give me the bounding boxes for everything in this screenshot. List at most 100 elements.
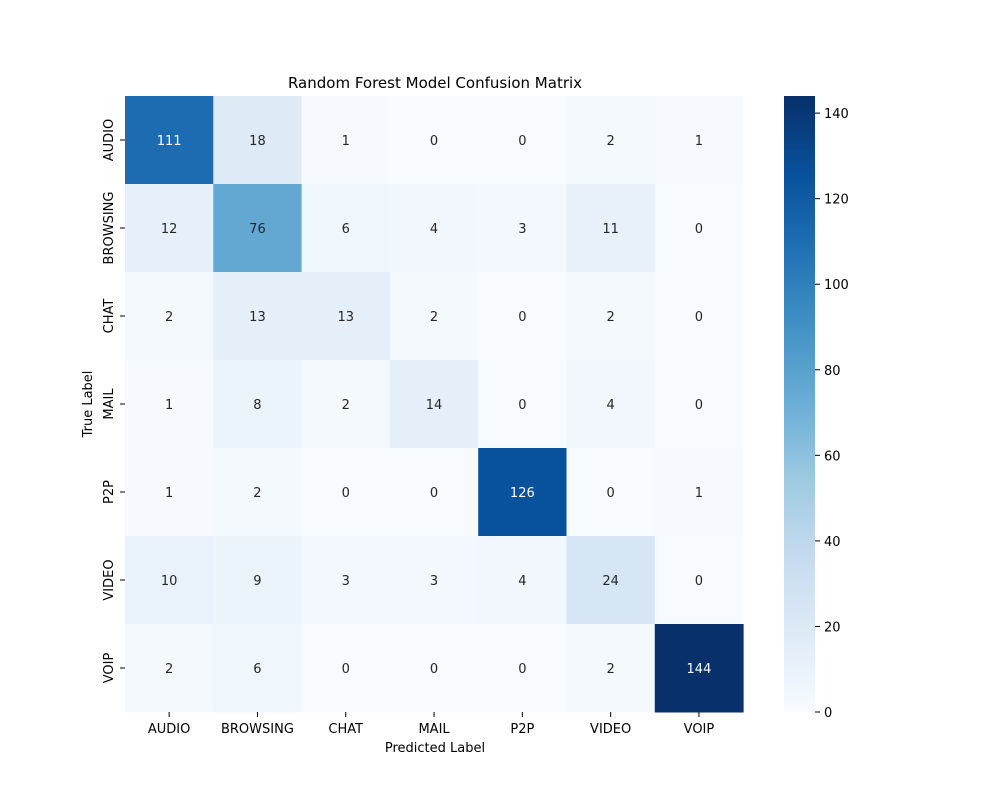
heatmap-cell: [301, 448, 391, 537]
cell-value-label: 2: [607, 310, 615, 325]
heatmap-cell: [389, 184, 479, 273]
cell-value-label: 13: [249, 310, 266, 325]
heatmap-cell: [478, 536, 567, 625]
cell-value-label: 0: [430, 486, 438, 501]
cell-value-label: 144: [687, 662, 712, 677]
cell-value-label: 2: [165, 310, 173, 325]
cell-value-label: 0: [695, 310, 703, 325]
cell-value-label: 0: [695, 574, 703, 589]
cell-value-label: 0: [607, 486, 615, 501]
heatmap-cell: [125, 184, 214, 273]
heatmap-cell: [213, 96, 303, 185]
cell-value-label: 2: [607, 134, 615, 149]
colorbar-tick-label: 100: [824, 278, 849, 293]
cell-value-label: 11: [602, 222, 619, 237]
y-axis: AUDIO BROWSING CHAT MAIL P2P VIDEO VOIP: [102, 119, 125, 684]
cell-value-label: 1: [165, 486, 173, 501]
heatmap-cell: [301, 184, 391, 273]
heatmap-cell: [566, 184, 656, 273]
heatmap-cell: [301, 624, 391, 713]
heatmap-cell: [389, 624, 479, 713]
cell-value-label: 0: [518, 662, 526, 677]
heatmap-cell: [566, 360, 656, 449]
cell-value-label: 12: [161, 222, 178, 237]
cell-value-label: 6: [253, 662, 261, 677]
y-tick-label: MAIL: [102, 388, 117, 420]
heatmap-cell: [478, 184, 567, 273]
colorbar-tick-label: 80: [824, 364, 841, 379]
cell-value-label: 0: [342, 662, 350, 677]
y-tick-label: VIDEO: [102, 559, 117, 600]
x-tick-label: VOIP: [684, 722, 715, 737]
heatmap-cell: [654, 96, 744, 185]
heatmap-cell: [566, 536, 656, 625]
heatmap-cells: [125, 96, 744, 713]
heatmap-cell: [389, 536, 479, 625]
heatmap-cell: [654, 272, 744, 361]
heatmap-cell: [389, 360, 479, 449]
colorbar-tick-label: 60: [824, 449, 841, 464]
cell-value-label: 3: [518, 222, 526, 237]
heatmap-cell: [213, 624, 303, 713]
chart-title: Random Forest Model Confusion Matrix: [288, 74, 582, 92]
cell-value-label: 1: [695, 134, 703, 149]
cell-value-label: 3: [342, 574, 350, 589]
heatmap-cell: [213, 272, 303, 361]
cell-value-label: 76: [249, 222, 266, 237]
colorbar-gradient: [784, 96, 815, 712]
cell-value-label: 3: [430, 574, 438, 589]
cell-value-label: 0: [518, 398, 526, 413]
heatmap-cell: [125, 536, 214, 625]
cell-value-label: 0: [695, 398, 703, 413]
cell-value-label: 126: [510, 486, 535, 501]
cell-value-label: 9: [253, 574, 261, 589]
x-axis-label: Predicted Label: [385, 741, 485, 756]
heatmap-cell: [125, 448, 214, 537]
cell-value-label: 0: [518, 310, 526, 325]
heatmap-cell: [213, 184, 303, 273]
x-axis: AUDIO BROWSING CHAT MAIL P2P VIDEO VOIP: [148, 712, 714, 737]
cell-value-label: 4: [430, 222, 438, 237]
heatmap-cell: [389, 272, 479, 361]
cell-value-label: 2: [165, 662, 173, 677]
cell-value-label: 0: [430, 134, 438, 149]
heatmap-cell: [566, 272, 656, 361]
cell-value-label: 1: [342, 134, 350, 149]
cell-value-label: 1: [695, 486, 703, 501]
heatmap-cell: [301, 272, 391, 361]
heatmap-cell: [654, 624, 744, 713]
heatmap-cell: [478, 96, 567, 185]
heatmap-cell: [213, 536, 303, 625]
cell-value-label: 14: [426, 398, 443, 413]
cell-value-label: 111: [157, 134, 182, 149]
x-tick-label: MAIL: [418, 722, 450, 737]
cell-value-label: 24: [602, 574, 619, 589]
y-axis-label: True Label: [81, 371, 96, 439]
cell-value-label: 6: [342, 222, 350, 237]
heatmap-cell: [654, 536, 744, 625]
heatmap-cell: [566, 624, 656, 713]
heatmap-cell: [125, 96, 214, 185]
heatmap-cell: [213, 360, 303, 449]
cell-value-label: 0: [695, 222, 703, 237]
heatmap-cell: [654, 184, 744, 273]
cell-value-label: 0: [430, 662, 438, 677]
colorbar: 0 20 40 60 80 100 120 140: [784, 96, 849, 721]
colorbar-tick-label: 140: [824, 107, 849, 122]
heatmap-cell: [213, 448, 303, 537]
cell-value-label: 2: [607, 662, 615, 677]
heatmap-cell: [478, 624, 567, 713]
cell-value-label: 13: [337, 310, 354, 325]
cell-value-label: 4: [518, 574, 526, 589]
cell-value-label: 0: [518, 134, 526, 149]
y-tick-label: VOIP: [102, 653, 117, 684]
heatmap-cell: [478, 448, 567, 537]
cell-annotations: 111 18 1 0 0 2 112 76 6 4 3 11 02 13 13 2 0 2 01 8 2 14 0 4 01 2 0…: [157, 134, 712, 677]
cell-value-label: 2: [342, 398, 350, 413]
heatmap-cell: [566, 448, 656, 537]
heatmap-cell: [301, 360, 391, 449]
heatmap-cell: [389, 96, 479, 185]
heatmap-cell: [478, 272, 567, 361]
heatmap-cell: [301, 96, 391, 185]
